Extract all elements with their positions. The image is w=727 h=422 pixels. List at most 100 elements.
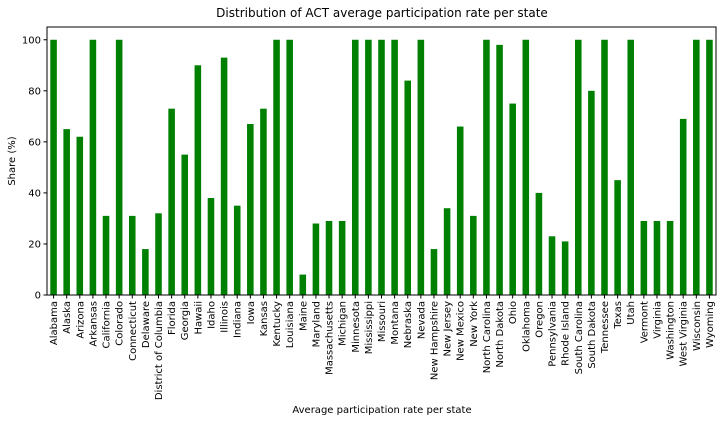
x-tick-label: Utah [626,301,637,325]
x-tick-label: Rhode Island [561,301,572,366]
bar-hawaii [194,65,202,295]
bar-virginia [653,220,661,295]
x-tick-label: Maryland [311,301,322,347]
bar-ohio [509,103,516,295]
bar-alaska [63,129,70,295]
x-tick-label: Florida [167,301,178,335]
bar-idaho [207,198,215,295]
x-tick-label: Montana [390,301,401,345]
bar-connecticut [128,215,136,295]
bar-oregon [535,192,543,295]
bar-oklahoma [522,39,530,296]
x-tick-label: Arizona [75,301,86,339]
x-tick-label: Arkansas [88,301,99,347]
plot-frame [46,26,717,296]
x-tick-label: Oklahoma [521,301,532,352]
bar-west-virginia [679,118,687,295]
bar-arkansas [89,39,97,296]
bar-new-york [470,215,477,295]
x-tick-label: Hawaii [193,301,204,335]
bar-north-carolina [483,39,490,296]
x-tick-label: New York [469,301,480,347]
bar-washington [666,220,674,295]
x-tick-label: Virginia [652,301,663,339]
x-tick-label: Kansas [259,301,270,336]
bar-new-hampshire [430,249,438,295]
x-tick-label: Missouri [377,301,388,342]
bar-arizona [76,136,84,295]
x-tick-label: Nebraska [403,301,414,348]
x-tick-label: Illinois [220,301,231,333]
bar-texas [614,180,621,295]
bar-nebraska [404,80,412,295]
x-tick-label: Colorado [115,301,126,346]
bar-montana [391,39,398,296]
x-tick-label: Texas [613,301,624,330]
bar-california [102,215,110,295]
bar-louisiana [286,39,293,296]
bar-maryland [312,223,320,295]
bar-new-mexico [456,126,464,295]
bar-illinois [220,57,228,295]
x-tick-label: Kentucky [272,301,283,347]
x-axis-label: Average participation rate per state [292,405,471,416]
bar-missouri [378,39,385,296]
bar-pennsylvania [548,236,556,295]
bar-south-dakota [588,90,595,295]
bar-new-jersey [443,208,451,295]
x-tick-label: California [102,301,113,349]
x-tick-label: Ohio [508,301,519,324]
bar-utah [627,39,635,296]
y-tick-label: 80 [28,86,41,97]
x-tick-label: North Dakota [495,301,506,368]
x-tick-label: District of Columbia [154,301,165,400]
chart-title: Distribution of ACT average participatio… [216,6,548,20]
bar-alabama [50,39,57,296]
y-tick-label: 0 [35,291,41,302]
x-tick-label: New Jersey [443,301,454,357]
x-axis: Alabama Alaska Arizona Arkansas California Co… [49,295,716,400]
bar-colorado [115,39,123,296]
x-tick-label: Iowa [246,301,257,324]
x-tick-label: Idaho [206,301,217,329]
bar-michigan [338,220,346,295]
bar-iowa [247,123,254,296]
x-tick-label: Wisconsin [692,301,703,351]
x-tick-label: North Carolina [482,301,493,373]
x-tick-label: Pennsylvania [548,301,559,367]
bar-wyoming [706,39,713,296]
bar-mississippi [365,39,372,296]
x-tick-label: Louisiana [285,301,296,348]
bar-north-dakota [496,44,503,296]
bar-district-of-columbia [155,213,162,295]
bar-florida [168,108,175,296]
x-tick-label: Georgia [180,301,191,340]
bar-delaware [142,249,149,295]
bar-kentucky [273,39,280,296]
y-tick-label: 20 [28,239,41,250]
bars-group [50,39,713,296]
x-tick-label: Oregon [534,301,545,338]
x-tick-label: Massachusetts [325,301,336,375]
x-tick-label: South Dakota [587,301,598,369]
y-tick-label: 40 [28,188,41,199]
bar-nevada [417,39,425,296]
x-tick-label: Indiana [233,301,244,338]
x-tick-label: New Mexico [456,301,467,361]
bar-maine [299,274,307,295]
bar-south-carolina [574,39,582,296]
x-tick-label: Maine [298,301,309,331]
bar-indiana [233,205,241,295]
x-tick-label: Delaware [141,301,152,348]
bar-massachusetts [325,220,333,295]
x-tick-label: Michigan [338,301,349,346]
x-tick-label: Alaska [62,301,73,334]
x-tick-label: Vermont [639,301,650,343]
x-tick-label: Wyoming [705,301,716,348]
y-tick-label: 60 [28,137,41,148]
bar-minnesota [351,39,359,296]
x-tick-label: New Hampshire [429,301,440,380]
y-axis-label: Share (%) [7,136,18,185]
x-tick-label: Washington [666,301,677,360]
x-tick-label: Nevada [416,301,427,339]
